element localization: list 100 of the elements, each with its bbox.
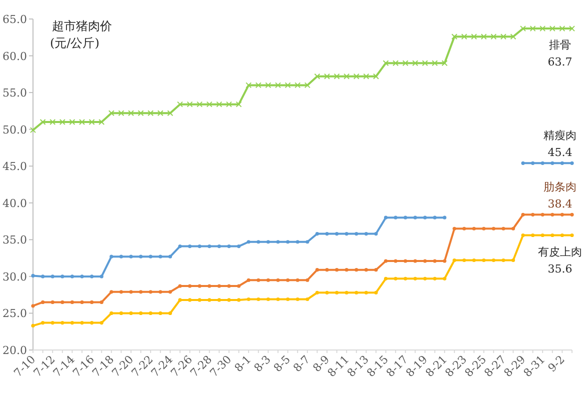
point bbox=[119, 311, 123, 316]
point bbox=[237, 284, 241, 288]
point bbox=[335, 290, 339, 294]
point bbox=[384, 276, 388, 280]
point bbox=[354, 232, 358, 236]
point bbox=[178, 298, 182, 302]
series-label: 肋条肉 bbox=[544, 180, 576, 194]
point bbox=[404, 276, 408, 280]
point bbox=[344, 268, 348, 272]
point bbox=[354, 268, 358, 272]
point bbox=[148, 110, 154, 116]
point bbox=[31, 324, 35, 328]
point bbox=[442, 216, 446, 220]
point bbox=[296, 240, 300, 244]
point bbox=[246, 278, 250, 282]
point bbox=[50, 274, 54, 278]
point bbox=[198, 284, 202, 288]
point bbox=[30, 127, 36, 134]
point bbox=[344, 290, 348, 294]
point bbox=[178, 284, 182, 288]
point bbox=[70, 274, 74, 278]
point bbox=[344, 232, 348, 236]
point bbox=[511, 226, 515, 230]
point bbox=[188, 244, 192, 248]
point bbox=[314, 73, 320, 80]
point bbox=[98, 118, 105, 125]
point bbox=[452, 258, 456, 262]
series-label: 排骨 bbox=[549, 38, 571, 52]
point bbox=[265, 82, 272, 88]
point bbox=[315, 232, 319, 236]
series-label: 精瘦肉 bbox=[544, 129, 576, 142]
point bbox=[157, 110, 164, 116]
point bbox=[404, 259, 408, 263]
point bbox=[236, 101, 242, 108]
point bbox=[246, 82, 252, 88]
y-tick-label: 20.0 bbox=[2, 344, 27, 357]
point bbox=[266, 278, 270, 282]
series-label: 有皮上肉 bbox=[538, 245, 582, 258]
point bbox=[40, 118, 46, 125]
point bbox=[79, 118, 85, 125]
point bbox=[90, 274, 94, 278]
point bbox=[374, 232, 378, 236]
text: (元/公斤) bbox=[50, 36, 100, 50]
point bbox=[226, 101, 232, 108]
point bbox=[482, 226, 486, 230]
point bbox=[433, 216, 437, 220]
point bbox=[158, 290, 162, 294]
point bbox=[502, 226, 506, 230]
point bbox=[31, 304, 35, 308]
point bbox=[560, 161, 564, 165]
point bbox=[168, 254, 172, 258]
point bbox=[540, 212, 544, 216]
point bbox=[433, 259, 437, 263]
point bbox=[90, 300, 94, 304]
point bbox=[384, 259, 388, 263]
point bbox=[559, 26, 566, 32]
point bbox=[404, 216, 408, 220]
point bbox=[422, 60, 428, 66]
point bbox=[139, 254, 143, 258]
point bbox=[325, 290, 329, 294]
y-tick-label: 60.0 bbox=[2, 50, 27, 63]
point bbox=[335, 232, 339, 236]
point bbox=[374, 268, 378, 272]
point bbox=[413, 259, 417, 263]
point bbox=[354, 290, 358, 294]
point bbox=[110, 311, 114, 316]
point bbox=[570, 233, 574, 238]
point bbox=[472, 226, 476, 230]
point bbox=[550, 212, 554, 216]
point bbox=[570, 212, 574, 216]
y-tick-label: 65.0 bbox=[2, 13, 27, 26]
point bbox=[237, 244, 241, 248]
point bbox=[334, 73, 340, 80]
point bbox=[423, 276, 427, 280]
point bbox=[296, 278, 300, 282]
point bbox=[461, 34, 468, 40]
point bbox=[335, 268, 339, 272]
point bbox=[217, 284, 221, 288]
chart-title: 超市猪肉价 bbox=[52, 19, 112, 33]
y-tick-label: 25.0 bbox=[2, 307, 27, 320]
point bbox=[304, 82, 310, 88]
point bbox=[500, 34, 506, 40]
point bbox=[198, 244, 202, 248]
point bbox=[118, 110, 124, 116]
point bbox=[275, 82, 281, 88]
point bbox=[452, 226, 456, 230]
point bbox=[255, 82, 262, 88]
point bbox=[394, 276, 398, 280]
point bbox=[432, 60, 438, 66]
point bbox=[286, 240, 290, 244]
point bbox=[216, 101, 222, 108]
point bbox=[119, 254, 123, 258]
point bbox=[70, 300, 74, 304]
y-tick-label: 55.0 bbox=[2, 86, 27, 100]
point bbox=[108, 110, 114, 116]
point bbox=[227, 298, 231, 302]
point bbox=[492, 226, 496, 230]
point bbox=[373, 73, 379, 80]
point bbox=[41, 300, 45, 304]
point bbox=[521, 233, 525, 238]
